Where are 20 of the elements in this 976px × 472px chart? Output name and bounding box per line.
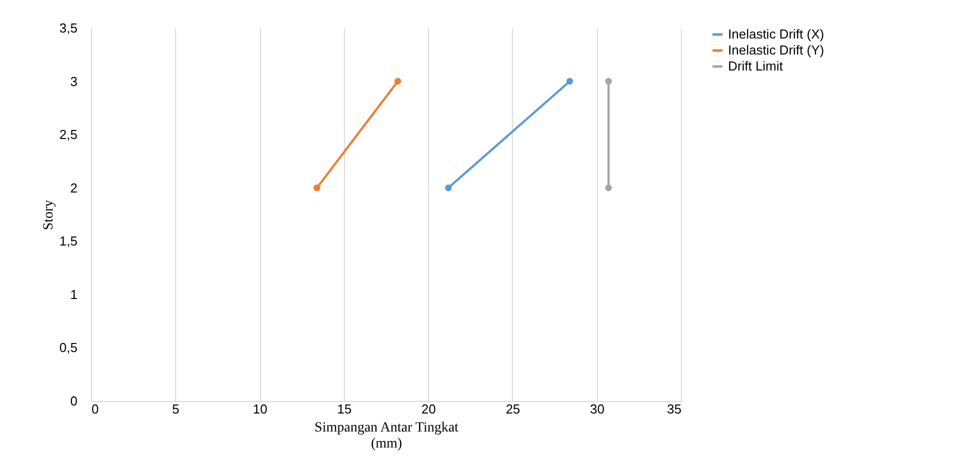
- y-tick-label: 1,5: [59, 234, 78, 249]
- x-tick-label: 15: [337, 402, 352, 416]
- y-tick-label: 3: [70, 74, 78, 89]
- x-tick-label: 25: [506, 402, 520, 416]
- y-tick-label: 1: [70, 286, 78, 302]
- legend-label: Inelastic Drift (X): [728, 26, 824, 42]
- x-tick-label: 5: [172, 402, 180, 416]
- legend-label: Drift Limit: [728, 58, 784, 74]
- y-tick-label: 2: [70, 180, 78, 196]
- y-tick-label: 3,5: [59, 20, 78, 36]
- y-axis-title: Story: [41, 200, 56, 230]
- x-tick-label: 35: [667, 402, 682, 416]
- x-axis-title: Simpangan Antar Tingkat (mm): [314, 420, 459, 452]
- legend-label: Inelastic Drift (Y): [728, 42, 824, 58]
- x-tick-label: 10: [252, 402, 268, 416]
- x-tick-label: 30: [590, 402, 604, 416]
- y-tick-label: 0,5: [59, 340, 78, 356]
- x-tick-label: 20: [421, 402, 436, 416]
- x-tick-label: 0: [92, 402, 99, 416]
- y-tick-label: 2,5: [59, 127, 78, 142]
